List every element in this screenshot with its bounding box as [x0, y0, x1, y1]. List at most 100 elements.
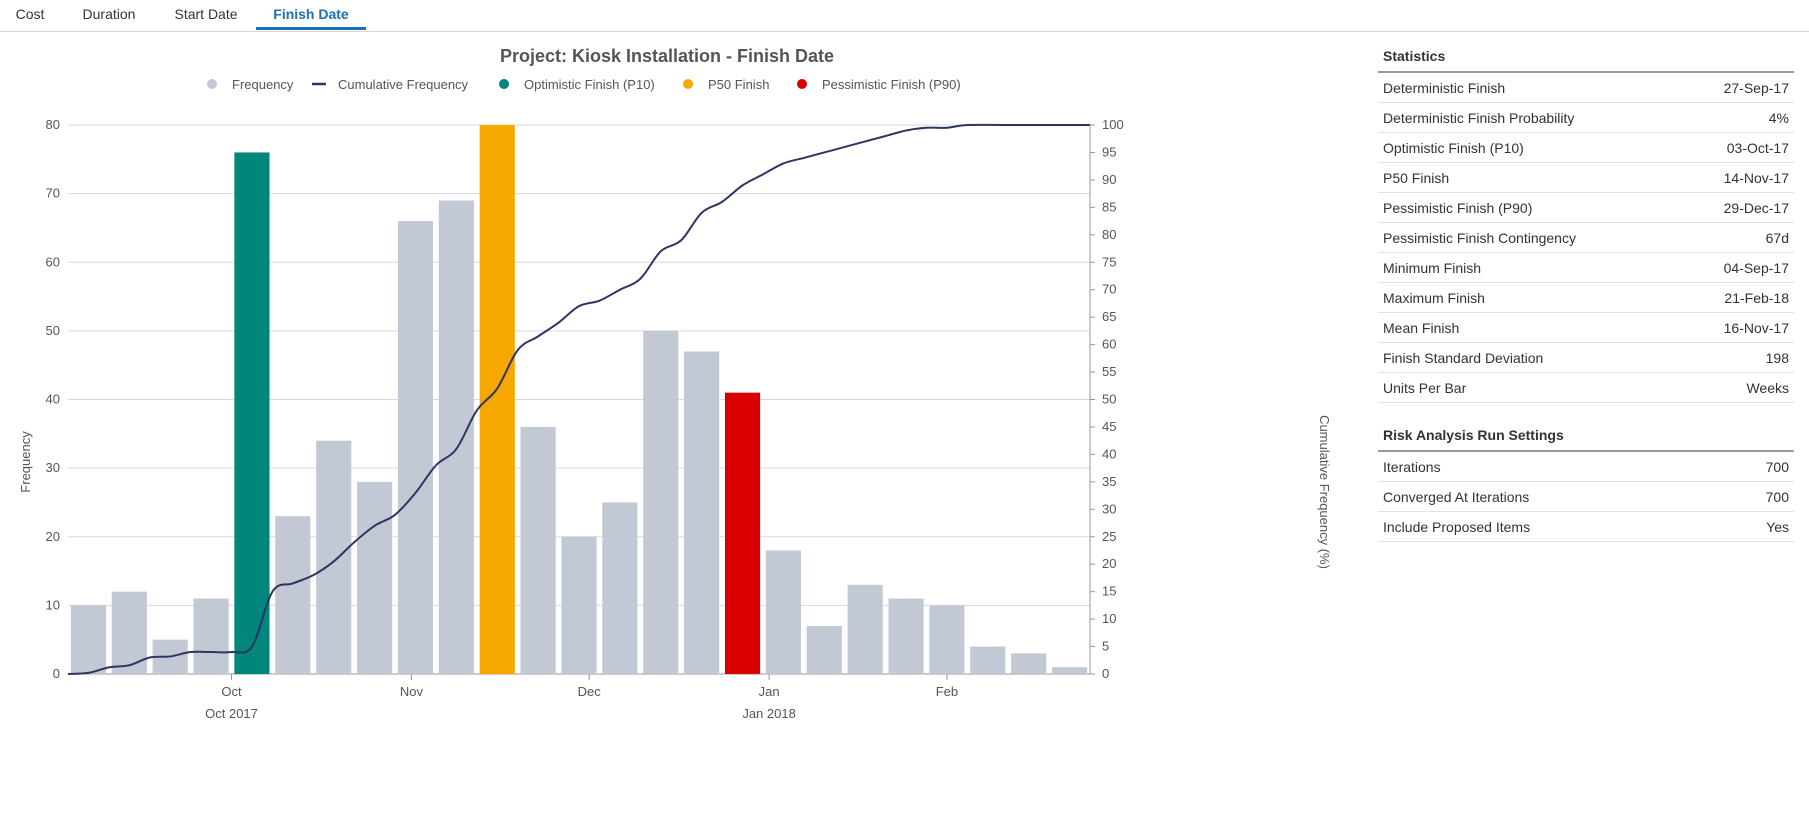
y-tick-label: 20	[46, 529, 60, 544]
y2-tick-label: 100	[1102, 117, 1124, 132]
x-tick-label: Jan	[759, 684, 780, 699]
statistic-row: Pessimistic Finish Contingency 67d	[1378, 223, 1794, 253]
frequency-bar	[724, 392, 761, 674]
y2-tick-label: 45	[1102, 419, 1116, 434]
cumulative-frequency-path	[67, 123, 1090, 675]
y2-tick-label: 20	[1102, 556, 1116, 571]
y2-tick-label: 80	[1102, 227, 1116, 242]
y-tick-label: 10	[46, 597, 60, 612]
statistic-value: 14-Nov-17	[1723, 169, 1789, 186]
statistic-value: 4%	[1768, 109, 1789, 126]
risk-settings-title: Risk Analysis Run Settings	[1378, 419, 1794, 452]
legend-label: Optimistic Finish (P10)	[524, 77, 655, 92]
x-tick-label: Nov	[400, 684, 424, 699]
x-tick-label: Feb	[936, 684, 958, 699]
frequency-bar	[684, 351, 720, 674]
frequency-bar	[357, 481, 393, 674]
frequency-bar	[1051, 667, 1088, 674]
chart-axes: 0 10 20 30 40 50 60 70 80 0 5 10 15 20 25 30 35 40 45 50 55 6…	[46, 117, 1124, 721]
legend-item[interactable]: Cumulative Frequency	[312, 77, 469, 92]
finish-date-chart: Project: Kiosk Installation - Finish Dat…	[18, 46, 1332, 721]
frequency-bar	[234, 152, 270, 674]
legend-item[interactable]: P50 Finish	[683, 77, 769, 92]
y2-axis-label: Cumulative Frequency (%)	[1317, 415, 1332, 569]
legend-label: Frequency	[232, 77, 294, 92]
statistic-row: Deterministic Finish 27-Sep-17	[1378, 73, 1794, 103]
x-tick-label: Dec	[578, 684, 602, 699]
statistic-label: Pessimistic Finish (P90)	[1383, 199, 1533, 216]
y2-tick-label: 5	[1102, 639, 1109, 654]
statistic-value: 198	[1765, 349, 1789, 366]
statistics-panel: Statistics Deterministic Finish 27-Sep-17…	[1378, 40, 1794, 542]
risk-setting-label: Include Proposed Items	[1383, 518, 1531, 535]
statistics-title: Statistics	[1378, 40, 1794, 73]
legend-label: P50 Finish	[708, 77, 769, 92]
statistic-label: Mean Finish	[1383, 319, 1460, 336]
y-tick-label: 0	[53, 666, 60, 681]
y2-tick-label: 30	[1102, 501, 1116, 516]
frequency-bar	[643, 330, 679, 674]
frequency-bar	[111, 591, 147, 674]
statistic-row: Pessimistic Finish (P90) 29-Dec-17	[1378, 193, 1794, 223]
chart-bars	[70, 125, 1088, 675]
y-tick-label: 30	[46, 460, 60, 475]
y2-tick-label: 10	[1102, 611, 1116, 626]
frequency-bar	[1011, 653, 1047, 674]
y2-tick-label: 50	[1102, 392, 1116, 407]
y2-tick-label: 40	[1102, 446, 1116, 461]
frequency-bar	[561, 536, 597, 674]
statistic-label: Finish Standard Deviation	[1383, 349, 1544, 366]
risk-setting-label: Iterations	[1383, 458, 1441, 475]
x-group-label: Oct 2017	[205, 706, 258, 721]
risk-setting-value: 700	[1765, 488, 1789, 505]
statistic-value: 16-Nov-17	[1723, 319, 1789, 336]
tab-cost[interactable]: Cost	[15, 6, 45, 22]
y-axis-label: Frequency	[18, 431, 33, 493]
frequency-bar	[970, 646, 1006, 674]
tab-finish-date[interactable]: Finish Date	[256, 0, 366, 30]
legend-item[interactable]: Frequency	[207, 77, 294, 92]
statistic-label: Deterministic Finish Probability	[1383, 109, 1575, 126]
y2-tick-label: 70	[1102, 282, 1116, 297]
statistic-label: Maximum Finish	[1383, 289, 1485, 306]
risk-setting-row: Include Proposed Items Yes	[1378, 512, 1794, 542]
frequency-bar	[806, 625, 842, 674]
y2-tick-label: 35	[1102, 474, 1116, 489]
y2-tick-label: 15	[1102, 584, 1116, 599]
statistic-label: Minimum Finish	[1383, 259, 1482, 276]
statistic-row: Maximum Finish 21-Feb-18	[1378, 283, 1794, 313]
y-tick-label: 50	[46, 323, 60, 338]
y2-tick-label: 0	[1102, 666, 1109, 681]
statistic-label: Deterministic Finish	[1383, 79, 1506, 96]
frequency-bar	[193, 598, 229, 674]
statistic-label: Optimistic Finish (P10)	[1383, 139, 1524, 156]
statistic-row: Finish Standard Deviation 198	[1378, 343, 1794, 373]
statistic-row: Units Per Bar Weeks	[1378, 373, 1794, 403]
x-group-label: Jan 2018	[742, 706, 796, 721]
risk-setting-row: Converged At Iterations 700	[1378, 482, 1794, 512]
statistic-value: 04-Sep-17	[1723, 259, 1789, 276]
y2-tick-label: 55	[1102, 364, 1116, 379]
tab-bar: Cost Duration Start Date Finish Date	[0, 0, 1809, 32]
statistic-value: 03-Oct-17	[1726, 139, 1789, 156]
legend-item[interactable]: Optimistic Finish (P10)	[499, 77, 655, 92]
tab-duration[interactable]: Duration	[82, 6, 136, 22]
legend-item[interactable]: Pessimistic Finish (P90)	[797, 77, 961, 92]
statistic-row: Optimistic Finish (P10) 03-Oct-17	[1378, 133, 1794, 163]
legend-dot-symbol	[683, 79, 693, 89]
y-tick-label: 40	[46, 392, 60, 407]
statistic-row: Deterministic Finish Probability 4%	[1378, 103, 1794, 133]
statistic-label: Pessimistic Finish Contingency	[1383, 229, 1576, 246]
risk-setting-value: Yes	[1766, 518, 1789, 535]
x-tick-label: Oct	[221, 684, 242, 699]
legend-label: Cumulative Frequency	[338, 77, 469, 92]
frequency-bar	[275, 516, 311, 674]
statistic-value: 27-Sep-17	[1723, 79, 1789, 96]
frequency-bar	[602, 502, 638, 674]
frequency-bar	[929, 605, 965, 674]
tab-start-date[interactable]: Start Date	[174, 6, 238, 22]
y2-tick-label: 60	[1102, 337, 1116, 352]
legend-label: Pessimistic Finish (P90)	[822, 77, 961, 92]
frequency-bar	[888, 598, 924, 674]
y2-tick-label: 85	[1102, 199, 1116, 214]
